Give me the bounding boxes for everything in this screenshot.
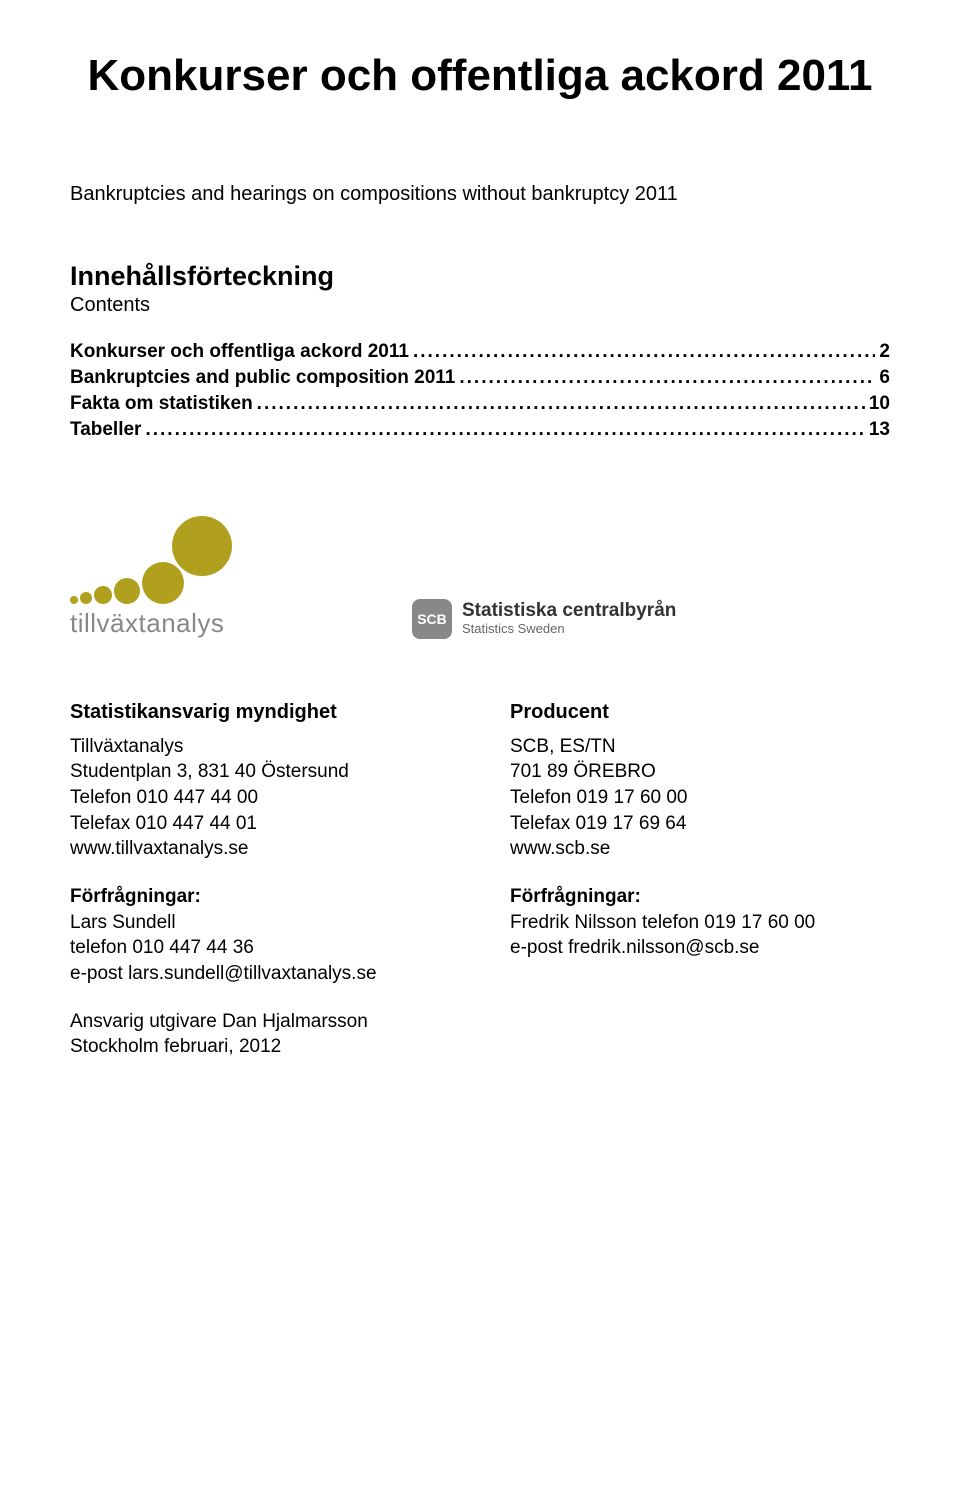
info-right-block1: SCB, ES/TN 701 89 ÖREBRO Telefon 019 17 …	[510, 734, 890, 862]
info-line: www.scb.se	[510, 836, 890, 862]
info-line: Studentplan 3, 831 40 Östersund	[70, 759, 450, 785]
info-line: Tillväxtanalys	[70, 734, 450, 760]
scb-line1: Statistiska centralbyrån	[462, 601, 676, 622]
logos-row: tillväxtanalys SCB Statistiska centralby…	[70, 516, 890, 639]
scb-badge-icon: SCB	[412, 599, 452, 639]
footer-line: Stockholm februari, 2012	[70, 1034, 450, 1060]
toc-item-label: Tabeller	[70, 419, 141, 441]
info-line: Telefax 019 17 69 64	[510, 811, 890, 837]
subtitle: Bankruptcies and hearings on composition…	[70, 183, 890, 206]
info-right-heading: Producent	[510, 699, 890, 726]
info-line: e-post fredrik.nilsson@scb.se	[510, 935, 890, 961]
toc-heading: Innehållsförteckning	[70, 261, 890, 292]
info-line: 701 89 ÖREBRO	[510, 759, 890, 785]
toc-item-label: Fakta om statistiken	[70, 393, 253, 415]
info-left-subheading: Förfrågningar:	[70, 884, 450, 910]
tillvax-logo-text: tillväxtanalys	[70, 608, 232, 639]
toc-item: Bankruptcies and public composition 2011…	[70, 367, 890, 389]
toc-item-page: 2	[879, 341, 890, 363]
toc-item: Fakta om statistiken 10	[70, 393, 890, 415]
info-line: SCB, ES/TN	[510, 734, 890, 760]
info-line: Fredrik Nilsson telefon 019 17 60 00	[510, 910, 890, 936]
toc-dots	[459, 367, 875, 389]
info-right-block2: Förfrågningar: Fredrik Nilsson telefon 0…	[510, 884, 890, 961]
toc: Konkurser och offentliga ackord 2011 2 B…	[70, 341, 890, 441]
info-line: www.tillvaxtanalys.se	[70, 836, 450, 862]
info-right-column: Producent SCB, ES/TN 701 89 ÖREBRO Telef…	[510, 699, 890, 1060]
tillvaxtanalys-logo: tillväxtanalys	[70, 516, 232, 639]
footer-block: Ansvarig utgivare Dan Hjalmarsson Stockh…	[70, 1009, 450, 1060]
toc-item-label: Konkurser och offentliga ackord 2011	[70, 341, 409, 363]
scb-line2: Statistics Sweden	[462, 622, 676, 636]
toc-subheading: Contents	[70, 294, 890, 317]
toc-item: Tabeller 13	[70, 419, 890, 441]
toc-item-page: 6	[879, 367, 890, 389]
toc-item-page: 10	[869, 393, 890, 415]
page-title: Konkurser och offentliga ackord 2011	[70, 50, 890, 103]
info-columns: Statistikansvarig myndighet Tillväxtanal…	[70, 699, 890, 1060]
info-left-block2: Förfrågningar: Lars Sundell telefon 010 …	[70, 884, 450, 987]
toc-dots	[413, 341, 875, 363]
toc-item: Konkurser och offentliga ackord 2011 2	[70, 341, 890, 363]
info-line: Telefax 010 447 44 01	[70, 811, 450, 837]
info-line: e-post lars.sundell@tillvaxtanalys.se	[70, 961, 450, 987]
info-line: Lars Sundell	[70, 910, 450, 936]
scb-logo: SCB Statistiska centralbyrån Statistics …	[412, 599, 676, 639]
info-left-block1: Tillväxtanalys Studentplan 3, 831 40 Öst…	[70, 734, 450, 862]
info-left-heading: Statistikansvarig myndighet	[70, 699, 450, 726]
info-line: telefon 010 447 44 36	[70, 935, 450, 961]
toc-item-label: Bankruptcies and public composition 2011	[70, 367, 455, 389]
info-left-column: Statistikansvarig myndighet Tillväxtanal…	[70, 699, 450, 1060]
toc-dots	[145, 419, 864, 441]
toc-item-page: 13	[869, 419, 890, 441]
info-line: Telefon 010 447 44 00	[70, 785, 450, 811]
toc-dots	[257, 393, 865, 415]
footer-line: Ansvarig utgivare Dan Hjalmarsson	[70, 1009, 450, 1035]
info-line: Telefon 019 17 60 00	[510, 785, 890, 811]
scb-logo-text: Statistiska centralbyrån Statistics Swed…	[462, 601, 676, 636]
info-right-subheading: Förfrågningar:	[510, 884, 890, 910]
tillvax-circles-icon	[70, 516, 232, 604]
